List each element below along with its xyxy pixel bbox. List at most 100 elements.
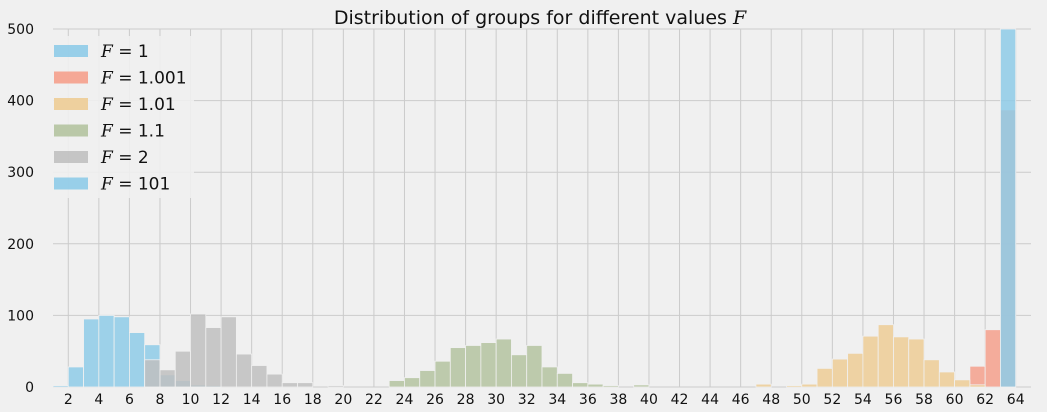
x-tick-label: 4 — [94, 392, 103, 408]
bar-series-4 — [159, 369, 176, 388]
x-tick-label: 24 — [396, 392, 414, 408]
legend-label: F = 1.001 — [100, 69, 187, 89]
bar-series-0 — [129, 332, 146, 388]
bar-series-4 — [297, 382, 314, 388]
x-tick-label: 56 — [885, 392, 903, 408]
legend-swatch — [54, 124, 88, 137]
legend-label: F = 1.1 — [100, 122, 165, 142]
bar-series-3 — [587, 383, 604, 388]
bar-series-3 — [480, 342, 497, 388]
bar-series-3 — [572, 382, 589, 388]
x-tick-label: 34 — [548, 392, 566, 408]
bar-series-3 — [388, 380, 405, 388]
legend-label-value: = 2 — [113, 148, 149, 168]
bar-series-3 — [449, 347, 466, 388]
bar-series-2 — [831, 358, 849, 388]
x-tick-label: 6 — [125, 392, 134, 408]
bar-series-4 — [281, 382, 298, 388]
x-tick-label: 46 — [732, 392, 750, 408]
x-tick-label: 36 — [579, 392, 597, 408]
legend-swatch — [54, 45, 88, 57]
x-tick-label: 42 — [671, 392, 689, 408]
bar-series-2 — [862, 335, 879, 388]
bar-series-4 — [266, 373, 283, 388]
bar-series-3 — [495, 338, 512, 388]
x-tick-label: 60 — [946, 392, 964, 408]
y-tick-label: 400 — [7, 94, 34, 110]
bar-series-2 — [816, 367, 833, 388]
bar-series-3 — [633, 384, 650, 388]
bar-series-2 — [938, 371, 955, 388]
legend-label-value: = 1.01 — [113, 95, 176, 115]
bar-series-4 — [235, 353, 253, 388]
legend-label-variable: F — [100, 69, 114, 89]
bar-series-2 — [801, 383, 818, 388]
y-tick-label: 0 — [25, 380, 34, 396]
bar-series-0 — [83, 318, 100, 388]
legend-label-variable: F — [100, 175, 114, 195]
bar-series-2 — [786, 385, 803, 388]
chart-title-variable: F — [732, 7, 747, 29]
bar-series-2 — [908, 338, 925, 388]
bar-series-2 — [923, 359, 940, 388]
x-tick-label: 62 — [976, 392, 994, 408]
legend-swatch — [54, 98, 88, 110]
bar-series-2 — [969, 384, 986, 388]
legend-swatch — [54, 71, 88, 84]
legend-swatch — [54, 151, 88, 163]
legend-label-variable: F — [100, 95, 114, 115]
bar-series-3 — [602, 385, 619, 388]
legend-label-value: = 1.001 — [113, 69, 187, 89]
bar-series-5 — [1000, 28, 1017, 388]
bar-series-3 — [526, 345, 543, 388]
bar-series-2 — [847, 352, 864, 388]
legend-label: F = 1 — [100, 42, 149, 62]
bar-series-4 — [220, 316, 237, 388]
legend-label-variable: F — [100, 148, 114, 168]
x-tick-label: 12 — [212, 392, 230, 408]
chart-title-text: Distribution of groups for different val… — [334, 7, 733, 29]
bar-series-2 — [877, 324, 894, 388]
bar-series-3 — [434, 360, 451, 388]
x-tick-label: 10 — [182, 392, 200, 408]
bar-series-3 — [541, 366, 558, 388]
x-tick-label: 22 — [365, 392, 383, 408]
legend-label-value: = 101 — [113, 175, 171, 195]
legend-label-value: = 1.1 — [113, 122, 165, 142]
bar-series-1 — [984, 329, 1001, 388]
grid-lines — [53, 28, 1031, 388]
x-tick-label: 26 — [426, 392, 444, 408]
y-tick-label: 100 — [7, 308, 34, 324]
bar-series-4 — [190, 313, 207, 388]
legend-label-value: = 1 — [113, 42, 149, 62]
legend-box — [44, 36, 194, 198]
bar-series-3 — [465, 345, 482, 388]
bar-series-1 — [969, 365, 986, 388]
x-tick-label: 28 — [457, 392, 475, 408]
y-tick-label: 300 — [7, 165, 34, 181]
legend-label-variable: F — [100, 122, 114, 142]
bar-series-4 — [144, 359, 161, 388]
bar-series-3 — [419, 370, 436, 388]
x-tick-label: 50 — [793, 392, 811, 408]
legend-label: F = 2 — [100, 148, 149, 168]
bar-series-2 — [893, 336, 910, 388]
x-tick-label: 44 — [701, 392, 719, 408]
bar-series-0 — [67, 366, 84, 388]
legend-swatch — [54, 177, 88, 190]
x-tick-label: 32 — [518, 392, 536, 408]
x-tick-label: 16 — [273, 392, 291, 408]
bar-series-2 — [954, 379, 971, 388]
tick-labels: 2 4 6 8 10 12 14 16 18 20 22 24 26 28 30 32 34 36 38 40 42 44… — [7, 22, 1024, 408]
x-tick-label: 40 — [640, 392, 658, 408]
y-tick-label: 500 — [7, 22, 34, 38]
legend-label-variable: F — [100, 42, 114, 62]
bar-series-0 — [113, 316, 130, 388]
x-tick-label: 30 — [487, 392, 505, 408]
bar-series-3 — [556, 372, 573, 388]
x-tick-label: 48 — [762, 392, 780, 408]
bar-series-4 — [205, 327, 222, 388]
